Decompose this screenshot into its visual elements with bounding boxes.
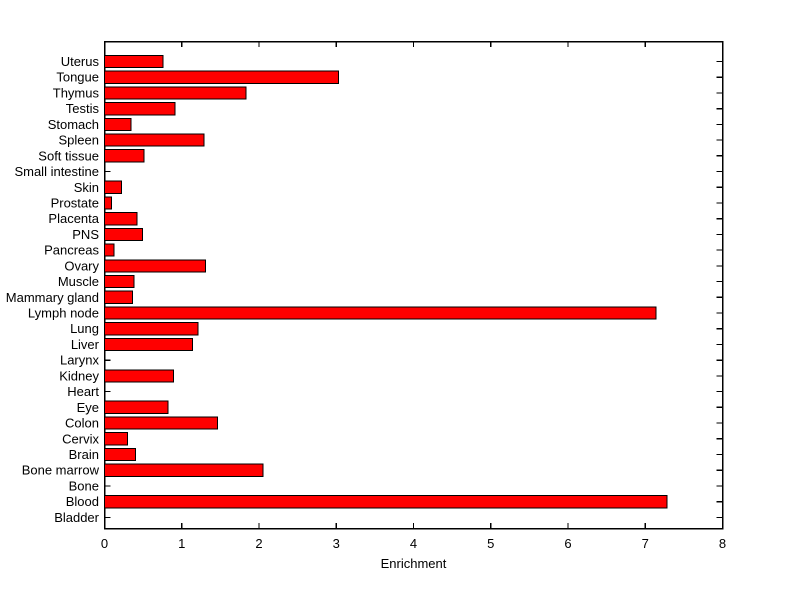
y-axis-label: Uterus xyxy=(61,54,100,69)
x-tick-label: 4 xyxy=(410,536,417,551)
bar-placenta xyxy=(104,212,138,226)
y-axis-label: Testis xyxy=(66,101,100,116)
y-axis-label: Stomach xyxy=(48,117,99,132)
y-axis-label: Cervix xyxy=(62,431,99,446)
y-axis-label: Skin xyxy=(74,180,99,195)
y-axis-label: Pancreas xyxy=(44,243,99,258)
x-tick-label: 5 xyxy=(487,536,494,551)
y-axis-label: Ovary xyxy=(64,258,99,273)
bar-soft-tissue xyxy=(104,149,145,163)
y-axis-label: Placenta xyxy=(48,211,99,226)
bar-bone-marrow xyxy=(104,463,264,477)
bar-tongue xyxy=(104,70,340,84)
x-tick-label: 0 xyxy=(101,536,108,551)
bar-stomach xyxy=(104,117,132,131)
y-axis-label: Bladder xyxy=(54,510,99,525)
bar-ovary xyxy=(104,259,207,273)
bar-pns xyxy=(104,227,143,242)
y-axis-label: Mammary gland xyxy=(6,290,99,305)
bar-colon xyxy=(104,416,218,430)
y-axis-label: Heart xyxy=(67,384,99,399)
x-tick-label: 1 xyxy=(178,536,185,551)
bar-blood xyxy=(104,495,668,509)
y-axis-label: Spleen xyxy=(59,133,99,148)
bar-liver xyxy=(104,337,194,352)
y-axis-label: Bone marrow xyxy=(22,463,100,478)
y-axis-label: Blood xyxy=(66,494,99,509)
x-tick-label: 8 xyxy=(719,536,726,551)
y-axis-label: Prostate xyxy=(51,195,99,210)
y-axis-label: Small intestine xyxy=(14,164,99,179)
y-axis-label: PNS xyxy=(72,227,99,242)
bar-muscle xyxy=(104,274,135,289)
x-tick-label: 3 xyxy=(333,536,340,551)
y-axis-label: Colon xyxy=(65,416,99,431)
bar-mammary-gland xyxy=(104,290,133,304)
y-axis-label: Larynx xyxy=(60,353,100,368)
bar-skin xyxy=(104,180,122,194)
bar-uterus xyxy=(104,54,164,69)
y-axis-label: Thymus xyxy=(53,85,100,100)
x-tick-label: 7 xyxy=(642,536,649,551)
y-axis-label: Brain xyxy=(69,447,99,462)
y-axis-label: Liver xyxy=(71,337,100,352)
bar-eye xyxy=(104,400,169,414)
bar-testis xyxy=(104,102,176,116)
bar-lung xyxy=(104,322,199,336)
x-axis-title: Enrichment xyxy=(381,556,447,571)
bar-spleen xyxy=(104,133,205,147)
bar-prostate xyxy=(104,196,112,210)
y-axis-label: Lymph node xyxy=(28,306,99,321)
bar-kidney xyxy=(104,369,174,383)
y-axis-label: Lung xyxy=(70,321,99,336)
bar-thymus xyxy=(104,86,247,100)
y-axis-label: Kidney xyxy=(59,368,99,383)
bar-cervix xyxy=(104,432,129,446)
y-axis-label: Soft tissue xyxy=(38,148,99,163)
y-axis-label: Muscle xyxy=(58,274,99,289)
bar-lymph-node xyxy=(104,306,657,320)
x-tick-label: 2 xyxy=(255,536,262,551)
bar-pancreas xyxy=(104,243,115,257)
y-axis-label: Eye xyxy=(77,400,99,415)
y-axis-label: Tongue xyxy=(56,70,99,85)
x-tick-label: 6 xyxy=(564,536,571,551)
y-axis-label: Bone xyxy=(69,478,99,493)
plot-box xyxy=(103,40,724,530)
bar-brain xyxy=(104,447,136,462)
